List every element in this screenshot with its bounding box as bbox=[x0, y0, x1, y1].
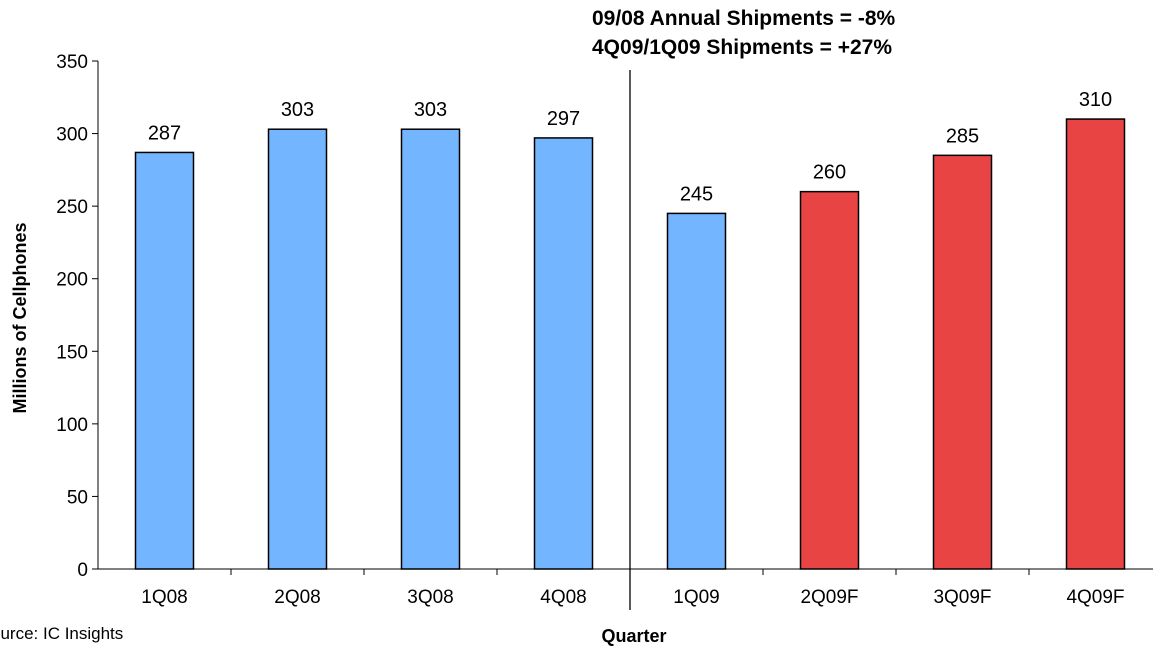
data-label: 245 bbox=[680, 183, 713, 205]
data-label: 297 bbox=[547, 108, 580, 130]
x-tick-label: 4Q08 bbox=[540, 587, 586, 608]
bar-4Q08 bbox=[535, 138, 593, 569]
y-tick-label: 250 bbox=[56, 197, 88, 218]
x-tick-label: 3Q08 bbox=[407, 587, 453, 608]
bar-4Q09F bbox=[1067, 119, 1125, 569]
x-axis-title: Quarter bbox=[601, 626, 666, 646]
y-tick-label: 200 bbox=[56, 270, 88, 291]
y-tick-label: 300 bbox=[56, 125, 88, 146]
x-tick-label: 2Q08 bbox=[274, 587, 320, 608]
y-tick-label: 350 bbox=[56, 52, 88, 73]
data-label: 260 bbox=[813, 162, 846, 184]
y-axis: 0 50 100 150 200 250 300 350 bbox=[56, 52, 98, 581]
x-tick-label: 1Q09 bbox=[673, 587, 719, 608]
y-tick-label: 50 bbox=[67, 487, 88, 508]
x-axis: 1Q08 2Q08 3Q08 4Q08 1Q09 2Q09F 3Q09F 4Q09F bbox=[98, 70, 1153, 610]
x-tick-label: 4Q09F bbox=[1066, 587, 1124, 608]
data-label: 303 bbox=[414, 99, 447, 121]
bar-2Q09F bbox=[801, 192, 859, 569]
y-tick-label: 150 bbox=[56, 342, 88, 363]
bar-1Q09 bbox=[668, 213, 726, 569]
bar-3Q08 bbox=[402, 129, 460, 569]
data-label: 285 bbox=[946, 125, 979, 147]
data-label: 310 bbox=[1079, 89, 1112, 111]
bar-2Q08 bbox=[269, 129, 327, 569]
annual-shipments-annotation: 09/08 Annual Shipments = -8% bbox=[592, 7, 895, 31]
y-axis-title: Millions of Cellphones bbox=[10, 222, 30, 413]
y-tick-label: 100 bbox=[56, 415, 88, 436]
data-label: 303 bbox=[281, 99, 314, 121]
x-tick-label: 3Q09F bbox=[933, 587, 991, 608]
bar-3Q09F bbox=[934, 155, 992, 569]
source-note: ource: IC Insights bbox=[0, 624, 123, 644]
x-tick-label: 1Q08 bbox=[141, 587, 187, 608]
data-label: 287 bbox=[148, 122, 181, 144]
bar-1Q08 bbox=[136, 152, 194, 569]
y-tick-label: 0 bbox=[77, 560, 88, 581]
quarterly-shipments-annotation: 4Q09/1Q09 Shipments = +27% bbox=[592, 36, 892, 60]
x-tick-label: 2Q09F bbox=[800, 587, 858, 608]
